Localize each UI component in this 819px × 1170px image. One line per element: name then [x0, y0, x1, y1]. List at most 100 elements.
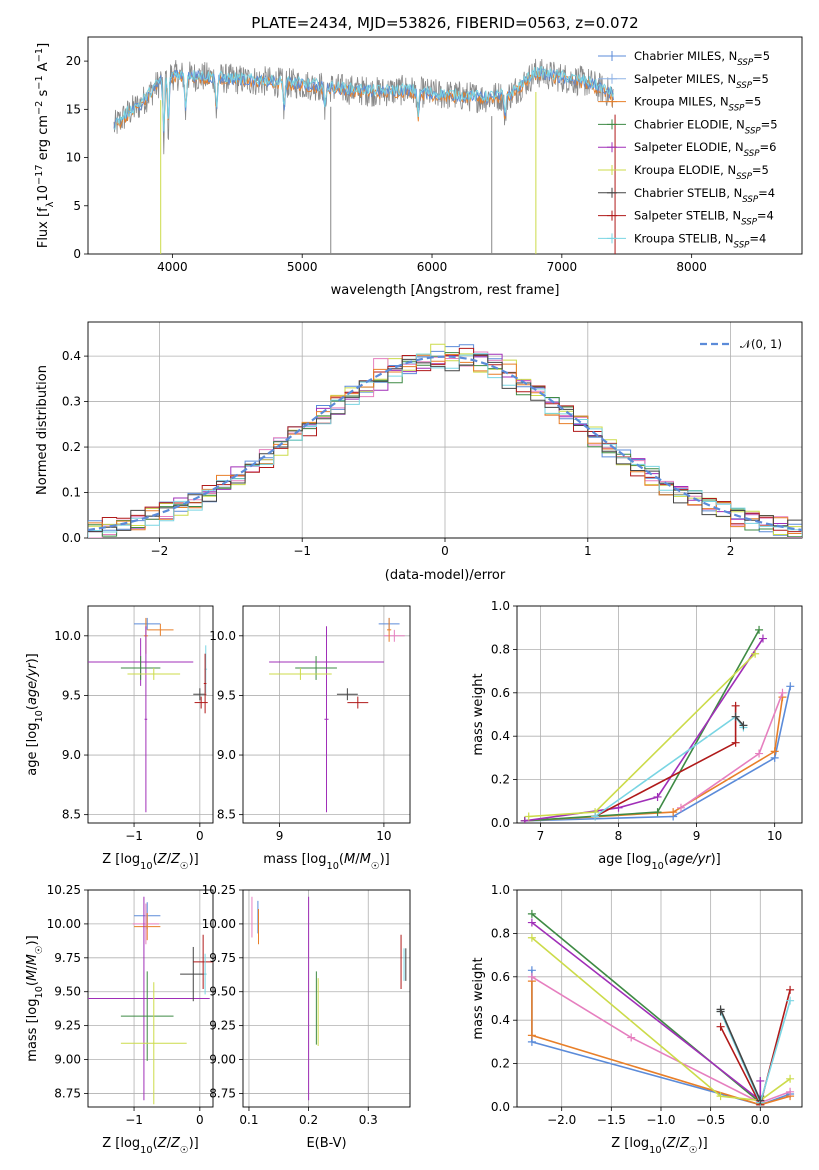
x-tick-label: 0.3 [359, 1113, 378, 1127]
errorbar-point [132, 903, 160, 945]
plot-area [269, 617, 405, 813]
series-marker [524, 812, 533, 821]
errorbar-point [203, 653, 207, 714]
plot-area [251, 896, 407, 1101]
series-marker [627, 1033, 636, 1042]
series-marker [669, 808, 678, 817]
y-axis-label: age [log10(age/yr)] [25, 653, 45, 776]
legend-label: Kroupa ELODIE, NSSP=5 [634, 163, 769, 182]
x-axis-label: E(B-V) [306, 1136, 346, 1151]
legend: Chabrier MILES, NSSP=5 Salpeter MILES, NS… [598, 49, 778, 250]
panel-weight_vs_Z: −2.0 −1.5 −1.0 −0.5 0.0 0.0 0.2 0.4 0.6 0.8 1.0 Z [… [471, 883, 803, 1156]
x-tick-label: 0 [441, 544, 449, 558]
x-tick-label: 8 [615, 829, 623, 843]
y-tick-label: 8.5 [62, 808, 81, 822]
series-marker [731, 701, 740, 710]
x-tick-label: 0 [196, 1113, 204, 1127]
series-line [531, 976, 791, 1104]
errorbar-point [383, 629, 405, 642]
y-tick-label: 0.1 [62, 486, 81, 500]
errorbar-point [88, 896, 210, 1101]
x-tick-label: 1 [584, 544, 592, 558]
y-tick-label: 0.6 [491, 970, 510, 984]
y-tick-label: 1.0 [491, 883, 510, 897]
series-marker [786, 682, 795, 691]
x-tick-label: 0.1 [239, 1113, 258, 1127]
panel-age_vs_Z: −1 0 8.5 9.0 9.5 10.0 Z [log10(Z/Z☉)] age [log1… [25, 605, 214, 872]
series-marker [755, 625, 764, 634]
series-marker [739, 721, 748, 730]
y-tick-label: 0.6 [491, 686, 510, 700]
legend-label: 𝒩(0, 1) [740, 337, 782, 351]
y-tick-label: 8.75 [209, 1086, 236, 1100]
errorbar-point [127, 668, 181, 680]
series-line [594, 715, 745, 818]
model-spectrum-line [113, 66, 614, 132]
y-tick-label: 9.75 [54, 951, 81, 965]
y-tick-label: 10.00 [47, 917, 81, 931]
series-marker [756, 1096, 765, 1105]
series-marker [676, 803, 685, 812]
y-tick-label: 0.8 [491, 926, 510, 940]
x-tick-label: 0.2 [299, 1113, 318, 1127]
panel-spectrum: 4000 5000 6000 7000 8000 0 5 10 15 20 wavelength [… [34, 36, 803, 298]
y-tick-label: 10.0 [54, 629, 81, 643]
gaussian-curve [88, 355, 802, 532]
y-tick-label: 9.25 [209, 1019, 236, 1033]
legend-label: Chabrier STELIB, NSSP=4 [634, 186, 775, 205]
y-tick-label: 0.0 [491, 1100, 510, 1114]
x-tick-label: −1 [293, 544, 311, 558]
errorbar-point [295, 656, 337, 680]
y-tick-label: 10.0 [209, 629, 236, 643]
y-tick-label: 0.3 [62, 395, 81, 409]
x-tick-label: 6000 [417, 260, 448, 274]
series-marker [758, 634, 767, 643]
x-tick-label: −1.5 [597, 1113, 626, 1127]
y-axis-label: mass [log10(M/M☉)] [25, 935, 45, 1061]
x-tick-label: 2 [727, 544, 735, 558]
errorbar-point [134, 913, 161, 941]
errorbar-point [120, 656, 161, 680]
series-line [531, 937, 791, 1102]
series-line [524, 696, 784, 822]
y-tick-label: 9.5 [217, 688, 236, 702]
series-marker [653, 792, 662, 801]
errorbar-point [120, 982, 187, 1105]
legend-label: Chabrier MILES, NSSP=5 [634, 49, 770, 68]
series-marker [653, 808, 662, 817]
series-line [735, 716, 744, 726]
axes-frame [87, 321, 803, 539]
errorbar-point [147, 623, 174, 636]
x-axis-label: mass [log10(M/M☉)] [263, 852, 389, 872]
series-marker [770, 747, 779, 756]
y-tick-label: 5 [73, 199, 81, 213]
series-marker [731, 738, 740, 747]
errorbar-point [134, 617, 161, 630]
plot-area [88, 617, 208, 813]
plot-area [527, 909, 795, 1107]
x-axis-label: Z [log10(Z/Z☉)] [611, 1136, 708, 1156]
series-marker [716, 1092, 725, 1101]
series-marker [614, 803, 623, 812]
x-axis-label: Z [log10(Z/Z☉)] [102, 1136, 199, 1156]
series-marker [527, 909, 536, 918]
x-tick-label: −1.0 [646, 1113, 675, 1127]
panel-mass_vs_ebv: 0.1 0.2 0.3 8.75 9.00 9.25 9.50 9.75 10.00 10.25 E… [202, 883, 411, 1151]
series-marker [716, 1022, 725, 1031]
legend-label: Salpeter ELODIE, NSSP=6 [634, 140, 776, 159]
y-tick-label: 0.0 [491, 816, 510, 830]
y-tick-label: 0.4 [491, 729, 510, 743]
series-marker [731, 712, 740, 721]
plot-area [88, 896, 213, 1105]
plot-area [520, 625, 795, 823]
x-axis-label: age [log10(age/yr)] [598, 852, 721, 872]
x-axis-label: wavelength [Angstrom, rest frame] [331, 283, 560, 298]
x-tick-label: −2.0 [547, 1113, 576, 1127]
y-tick-label: 0.8 [491, 642, 510, 656]
x-tick-label: 5000 [287, 260, 318, 274]
x-tick-label: −2 [151, 544, 169, 558]
y-tick-label: 0.0 [62, 531, 81, 545]
y-tick-label: 10.25 [202, 883, 236, 897]
